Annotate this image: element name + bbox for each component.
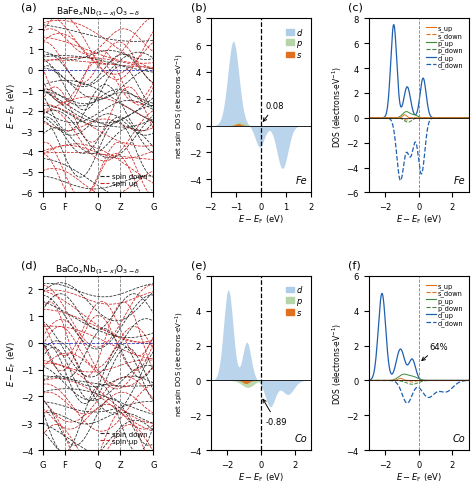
Y-axis label: net spin DOS (electrons$\cdot$eV$^{-1}$): net spin DOS (electrons$\cdot$eV$^{-1}$) bbox=[173, 53, 186, 159]
Text: Fe: Fe bbox=[454, 176, 465, 186]
Text: Co: Co bbox=[294, 433, 307, 443]
Text: 64%: 64% bbox=[422, 342, 447, 361]
Text: (c): (c) bbox=[348, 2, 363, 13]
Text: -0.89: -0.89 bbox=[263, 399, 287, 426]
Text: (b): (b) bbox=[191, 2, 206, 13]
X-axis label: $E-E_{\rm F}$ (eV): $E-E_{\rm F}$ (eV) bbox=[238, 470, 284, 483]
Text: Fe: Fe bbox=[296, 176, 307, 186]
Title: BaCo$_x$Nb$_{(1-x)}$O$_{3-\delta}$: BaCo$_x$Nb$_{(1-x)}$O$_{3-\delta}$ bbox=[55, 263, 141, 276]
Legend: s_up, s_down, p_up, p_down, d_up, d_down: s_up, s_down, p_up, p_down, d_up, d_down bbox=[424, 280, 466, 329]
Legend: spin down, spin up: spin down, spin up bbox=[97, 428, 150, 447]
Y-axis label: DOS (electrons$\cdot$eV$^{-1}$): DOS (electrons$\cdot$eV$^{-1}$) bbox=[330, 65, 344, 147]
Legend: $d$, $p$, $s$: $d$, $p$, $s$ bbox=[283, 281, 307, 321]
X-axis label: $E-E_{\rm F}$ (eV): $E-E_{\rm F}$ (eV) bbox=[396, 213, 442, 226]
Legend: s_up, s_down, p_up, p_down, d_up, d_down: s_up, s_down, p_up, p_down, d_up, d_down bbox=[424, 23, 466, 72]
Y-axis label: DOS (electrons$\cdot$eV$^{-1}$): DOS (electrons$\cdot$eV$^{-1}$) bbox=[330, 322, 344, 404]
Y-axis label: $E-E_{\rm F}$ (eV): $E-E_{\rm F}$ (eV) bbox=[5, 83, 18, 129]
Text: (f): (f) bbox=[348, 259, 361, 270]
Text: (e): (e) bbox=[191, 259, 206, 270]
Legend: spin down, spin up: spin down, spin up bbox=[97, 171, 150, 190]
Text: 0.08: 0.08 bbox=[263, 102, 284, 122]
Text: (d): (d) bbox=[20, 259, 36, 270]
X-axis label: $E-E_{\rm F}$ (eV): $E-E_{\rm F}$ (eV) bbox=[396, 470, 442, 483]
Legend: $d$, $p$, $s$: $d$, $p$, $s$ bbox=[283, 24, 307, 63]
X-axis label: $E-E_{\rm F}$ (eV): $E-E_{\rm F}$ (eV) bbox=[238, 213, 284, 226]
Title: BaFe$_x$Nb$_{(1-x)}$O$_{3-\delta}$: BaFe$_x$Nb$_{(1-x)}$O$_{3-\delta}$ bbox=[56, 6, 140, 19]
Text: (a): (a) bbox=[20, 2, 36, 13]
Y-axis label: $E-E_{\rm F}$ (eV): $E-E_{\rm F}$ (eV) bbox=[5, 340, 18, 386]
Y-axis label: net spin DOS (electrons$\cdot$eV$^{-1}$): net spin DOS (electrons$\cdot$eV$^{-1}$) bbox=[173, 310, 186, 416]
Text: Co: Co bbox=[453, 433, 465, 443]
